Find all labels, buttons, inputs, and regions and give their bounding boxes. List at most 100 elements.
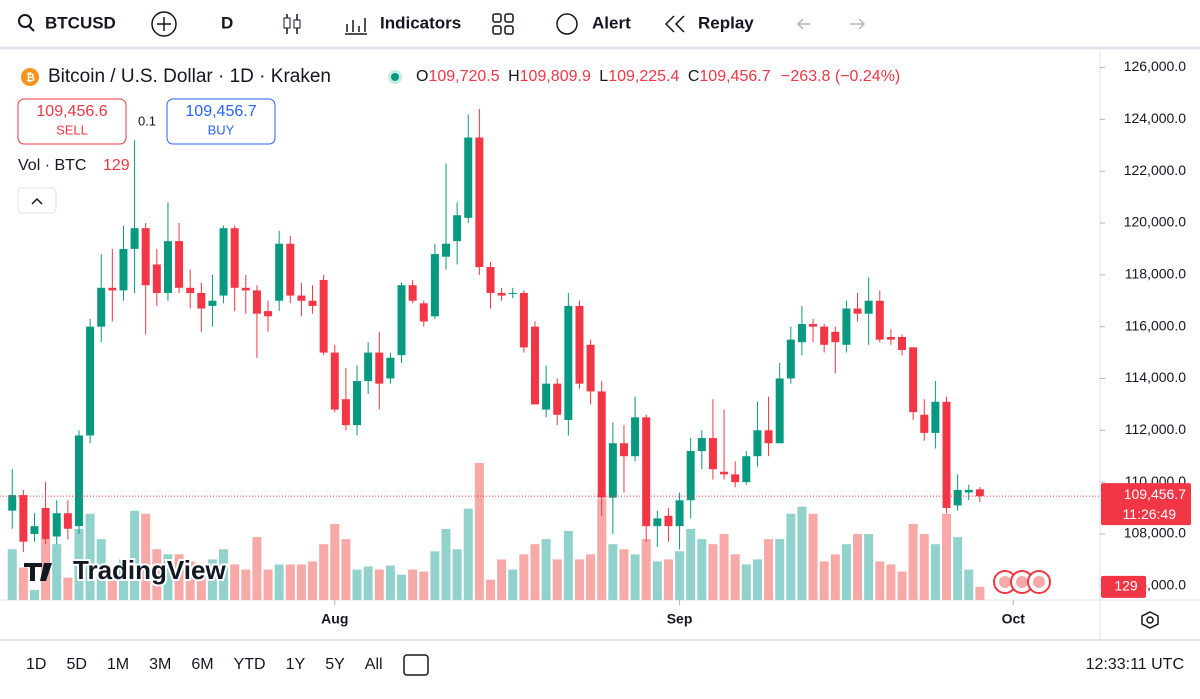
undo[interactable] bbox=[796, 18, 810, 30]
range-button[interactable]: 5D bbox=[66, 656, 86, 673]
high: 109,809.9 bbox=[520, 68, 591, 85]
settings-icon bbox=[1146, 616, 1154, 624]
volume-bar bbox=[385, 565, 395, 600]
ohlc: O109,720.5 H109,809.9 L109,225.4 C109,45… bbox=[416, 68, 900, 85]
interval[interactable]: D bbox=[221, 13, 233, 32]
volume-bar bbox=[174, 554, 184, 600]
layouts-icon[interactable] bbox=[492, 13, 514, 35]
volume-bar bbox=[808, 513, 818, 600]
replay[interactable]: Replay bbox=[698, 13, 754, 32]
range-button[interactable]: YTD bbox=[234, 656, 266, 673]
volume-bar bbox=[597, 498, 607, 600]
redo[interactable] bbox=[850, 18, 866, 30]
add-symbol[interactable] bbox=[151, 11, 177, 37]
candle-body bbox=[475, 137, 484, 268]
y-tick-label: 122,000.0 bbox=[1124, 162, 1186, 178]
indicators-icon bbox=[345, 18, 367, 35]
volume-bar bbox=[608, 544, 618, 600]
candle-body bbox=[909, 347, 918, 413]
volume-bar bbox=[319, 544, 329, 600]
volume-bar bbox=[875, 561, 885, 600]
indicators[interactable]: Indicators bbox=[380, 13, 461, 32]
goto-date[interactable] bbox=[403, 654, 429, 676]
settings[interactable] bbox=[1141, 611, 1159, 629]
candle-body bbox=[453, 215, 462, 242]
volume-bar bbox=[574, 559, 584, 600]
candle-body bbox=[519, 292, 528, 348]
symbol[interactable]: BTCUSD bbox=[45, 13, 116, 32]
candle-body bbox=[864, 300, 873, 314]
volume-bar bbox=[919, 534, 929, 600]
volume-bar bbox=[163, 554, 173, 600]
volume-bar bbox=[908, 523, 918, 600]
range-button[interactable]: 5Y bbox=[325, 656, 345, 673]
volume-bar bbox=[330, 523, 340, 600]
candle-body bbox=[809, 324, 818, 327]
collapse-icon bbox=[31, 197, 43, 205]
candle-body bbox=[831, 331, 840, 343]
volume-bar bbox=[463, 508, 473, 600]
sell-button[interactable] bbox=[17, 98, 127, 145]
candle-body bbox=[264, 311, 273, 317]
candle-body bbox=[775, 378, 784, 444]
candle-body bbox=[119, 248, 128, 291]
volume-bar bbox=[18, 567, 28, 600]
y-tick-label: 118,000.0 bbox=[1125, 266, 1186, 282]
range-button[interactable]: 1D bbox=[26, 656, 46, 673]
volume-bar bbox=[686, 528, 696, 600]
buy-label: BUY bbox=[208, 122, 235, 137]
range-button[interactable]: 1Y bbox=[286, 656, 306, 673]
x-tick-label: Oct bbox=[1002, 611, 1026, 627]
candle-body bbox=[41, 508, 50, 540]
toolbar: BTCUSD D Indicators Alert Replay bbox=[0, 11, 1200, 50]
volume-bar bbox=[296, 564, 306, 600]
candle-body bbox=[697, 438, 706, 452]
candle-body bbox=[920, 414, 929, 433]
volume-bar bbox=[374, 569, 384, 600]
candle-body bbox=[241, 287, 250, 291]
volume-bar bbox=[819, 561, 829, 600]
search-icon bbox=[18, 14, 32, 28]
buy-button[interactable] bbox=[166, 98, 276, 145]
range-button[interactable]: All bbox=[365, 656, 383, 673]
volume-bar bbox=[285, 564, 295, 600]
clock: 12:33:11 UTC bbox=[1086, 656, 1184, 673]
volume-bar bbox=[107, 579, 117, 600]
search-icon bbox=[28, 25, 35, 32]
volume-bar bbox=[230, 564, 240, 600]
range-button[interactable]: 1M bbox=[107, 656, 129, 673]
candle-body bbox=[230, 228, 239, 288]
candle-body bbox=[508, 292, 517, 294]
volume-bar bbox=[786, 513, 796, 600]
candle-body bbox=[141, 228, 150, 286]
candle-body bbox=[19, 495, 28, 542]
range-button[interactable]: 3M bbox=[149, 656, 171, 673]
volume-bar bbox=[118, 559, 128, 600]
candle-body bbox=[797, 324, 806, 343]
volume-bar bbox=[96, 539, 106, 600]
volume-bar bbox=[63, 577, 73, 600]
volume-bar bbox=[74, 528, 84, 600]
candle-body bbox=[275, 243, 284, 301]
alert[interactable]: Alert bbox=[592, 13, 631, 32]
volume-badge bbox=[1101, 575, 1146, 598]
candle-body bbox=[553, 383, 562, 415]
candle-body bbox=[186, 287, 195, 293]
range-bar: 1D 5D 1M 3M 6M YTD 1Y 5Y All bbox=[26, 656, 383, 673]
volume-bar bbox=[964, 569, 974, 600]
candle-body bbox=[731, 474, 740, 483]
candle-body bbox=[297, 295, 306, 301]
volume-bar bbox=[563, 530, 573, 600]
candle-body bbox=[286, 243, 295, 296]
y-tick-label: 116,000.0 bbox=[1125, 317, 1186, 333]
volume-bar bbox=[552, 559, 562, 600]
y-tick-label: 112,000.0 bbox=[1125, 421, 1186, 437]
volume-bar bbox=[274, 564, 284, 600]
candle-body bbox=[642, 417, 651, 527]
candle-body bbox=[842, 308, 851, 345]
candle-body bbox=[152, 264, 161, 293]
volume-bar bbox=[29, 589, 39, 600]
o-label: O bbox=[416, 68, 428, 85]
range-button[interactable]: 6M bbox=[191, 656, 213, 673]
collapse-button[interactable] bbox=[17, 187, 57, 214]
